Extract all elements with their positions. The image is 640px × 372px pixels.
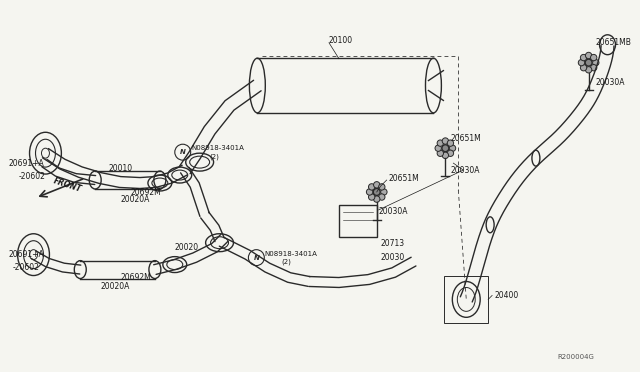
- Text: 20692M: 20692M: [130, 189, 161, 198]
- Ellipse shape: [437, 140, 444, 146]
- Text: R200004G: R200004G: [558, 354, 595, 360]
- Ellipse shape: [374, 196, 380, 202]
- Text: N: N: [180, 149, 186, 155]
- Ellipse shape: [593, 60, 599, 66]
- Ellipse shape: [585, 59, 592, 66]
- Text: 20030A: 20030A: [596, 78, 625, 87]
- Text: 20692M: 20692M: [120, 273, 151, 282]
- Ellipse shape: [442, 138, 449, 144]
- Ellipse shape: [586, 67, 592, 73]
- Ellipse shape: [379, 194, 385, 200]
- Ellipse shape: [379, 184, 385, 190]
- Text: 20020: 20020: [175, 243, 199, 252]
- Text: -20602: -20602: [13, 263, 40, 272]
- Text: 20651M: 20651M: [451, 134, 481, 143]
- Text: (2): (2): [210, 154, 220, 160]
- Text: N: N: [253, 254, 259, 261]
- Ellipse shape: [381, 189, 387, 195]
- Text: 20020A: 20020A: [100, 282, 129, 291]
- Ellipse shape: [580, 64, 587, 71]
- Text: -20602: -20602: [19, 171, 45, 180]
- Text: 20030: 20030: [381, 253, 405, 262]
- Text: 20400: 20400: [494, 291, 518, 300]
- Text: N08918-3401A: N08918-3401A: [264, 251, 317, 257]
- Text: 20651M: 20651M: [388, 174, 419, 183]
- Ellipse shape: [580, 54, 587, 61]
- Ellipse shape: [373, 189, 380, 195]
- Text: FRONT: FRONT: [52, 176, 83, 194]
- Ellipse shape: [369, 194, 375, 200]
- Ellipse shape: [447, 150, 454, 157]
- Text: (2): (2): [281, 259, 291, 265]
- Ellipse shape: [442, 145, 449, 152]
- Text: 20691+A: 20691+A: [9, 158, 44, 168]
- Ellipse shape: [369, 184, 375, 190]
- Ellipse shape: [449, 145, 456, 151]
- Ellipse shape: [374, 182, 380, 188]
- Ellipse shape: [366, 189, 372, 195]
- Text: 20030A: 20030A: [379, 207, 408, 217]
- Text: 20651MB: 20651MB: [596, 38, 632, 47]
- Ellipse shape: [586, 52, 592, 59]
- Ellipse shape: [447, 140, 454, 146]
- Text: 20691+A: 20691+A: [9, 250, 44, 259]
- Text: 20020A: 20020A: [120, 195, 150, 205]
- Ellipse shape: [579, 60, 585, 66]
- Text: 20010: 20010: [108, 164, 132, 173]
- Text: 20100: 20100: [329, 36, 353, 45]
- Text: N08918-3401A: N08918-3401A: [192, 145, 244, 151]
- Ellipse shape: [591, 54, 597, 61]
- Text: 20713: 20713: [381, 239, 405, 248]
- Ellipse shape: [437, 150, 444, 157]
- Ellipse shape: [435, 145, 442, 151]
- Ellipse shape: [442, 152, 449, 158]
- Text: 20030A: 20030A: [451, 166, 480, 174]
- Ellipse shape: [591, 64, 597, 71]
